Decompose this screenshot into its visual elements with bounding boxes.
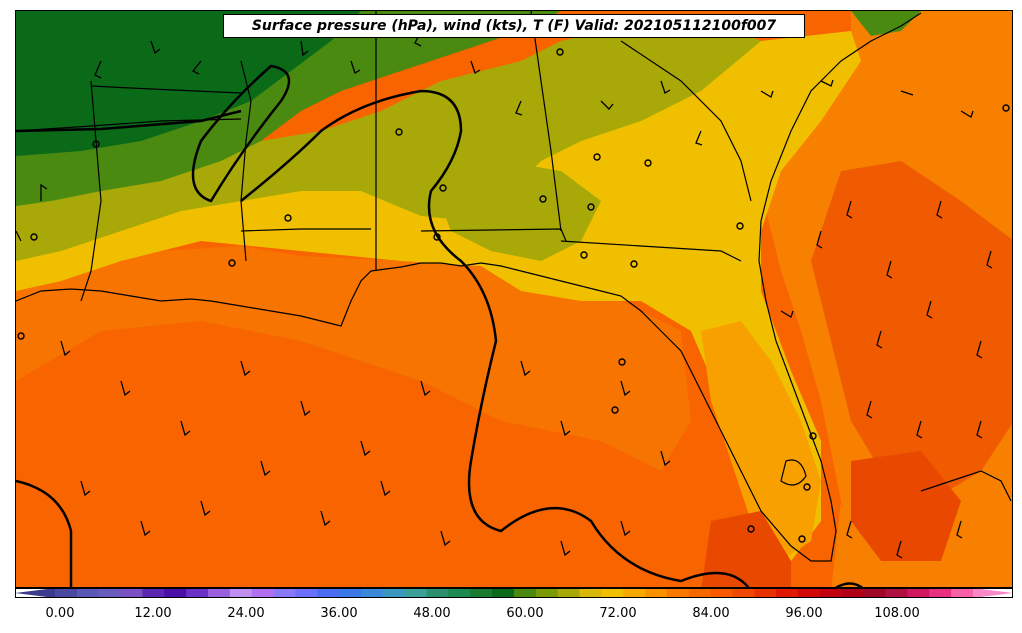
colorbar-tick-label: 108.00 <box>874 606 920 621</box>
colorbar-swatch <box>317 588 340 598</box>
land-darkgreen-zone <box>16 11 361 156</box>
colorbar-swatch <box>229 588 253 598</box>
colorbar-swatches <box>15 588 1013 598</box>
coastlines <box>16 12 1012 562</box>
map-title: Surface pressure (hPa), wind (kts), T (F… <box>223 14 805 38</box>
land-olive-zone <box>16 16 761 261</box>
colorbar-swatch <box>732 588 755 598</box>
atlantic-hot-zone <box>811 161 1012 501</box>
colorbar-swatch <box>820 588 843 598</box>
colorbar-swatch <box>798 588 821 598</box>
colorbar-swatch <box>754 588 777 598</box>
colorbar-extend-high <box>973 588 1013 598</box>
colorbar-tick-label: 0.00 <box>45 606 75 621</box>
gulf-coastal-zone <box>16 246 691 471</box>
colorbar-swatch <box>164 588 187 598</box>
colorbar-swatch <box>120 588 143 598</box>
keys-hot-spot <box>851 451 961 561</box>
colorbar-swatch <box>514 588 537 598</box>
colorbar-swatch <box>601 588 624 598</box>
colorbar-swatch <box>273 588 296 598</box>
colorbar-swatch <box>535 588 559 598</box>
colorbar-swatch <box>688 588 712 598</box>
colorbar-swatch <box>142 588 165 598</box>
colorbar-swatch <box>426 588 449 598</box>
colorbar-tick-label: 96.00 <box>785 606 823 621</box>
gulf-hot-spot <box>701 511 791 587</box>
colorbar-swatch <box>492 588 515 598</box>
ne-green-patch <box>851 11 921 36</box>
colorbar-tick-label: 72.00 <box>599 606 637 621</box>
colorbar-swatch <box>841 588 865 598</box>
colorbar-swatch <box>98 588 122 598</box>
colorbar-swatch <box>929 588 952 598</box>
map-panel <box>15 10 1013 588</box>
colorbar <box>15 588 1013 598</box>
colorbar-swatch <box>76 588 100 598</box>
colorbar-swatch <box>251 588 275 598</box>
colorbar-swatch <box>470 588 493 598</box>
colorbar-tick-label: 84.00 <box>692 606 730 621</box>
colorbar-swatch <box>623 588 646 598</box>
florida-orange-zone <box>701 321 821 561</box>
colorbar-swatch <box>863 588 887 598</box>
colorbar-extend-low <box>15 588 55 598</box>
weather-map <box>16 11 1012 587</box>
colorbar-swatch <box>208 588 231 598</box>
isobars <box>16 64 864 587</box>
colorbar-tick-label: 24.00 <box>227 606 265 621</box>
colorbar-swatch <box>186 588 209 598</box>
colorbar-swatch <box>295 588 318 598</box>
colorbar-swatch <box>448 588 471 598</box>
colorbar-swatch <box>579 588 602 598</box>
colorbar-swatch <box>645 588 668 598</box>
colorbar-swatch <box>667 588 690 598</box>
colorbar-swatch <box>361 588 384 598</box>
colorbar-swatch <box>907 588 930 598</box>
colorbar-swatch <box>55 588 78 598</box>
colorbar-tick-label: 12.00 <box>134 606 172 621</box>
colorbar-swatch <box>382 588 406 598</box>
wind-barbs <box>40 30 993 559</box>
land-yellow-zone <box>16 31 861 561</box>
olive-patch-south <box>431 161 601 261</box>
colorbar-swatch <box>339 588 362 598</box>
colorbar-swatch <box>885 588 908 598</box>
colorbar-swatch <box>776 588 799 598</box>
colorbar-swatch <box>710 588 734 598</box>
state-borders <box>16 11 752 302</box>
colorbar-tick-label: 60.00 <box>506 606 544 621</box>
colorbar-swatch <box>557 588 581 598</box>
colorbar-tick-label: 48.00 <box>413 606 451 621</box>
colorbar-swatch <box>951 588 974 598</box>
colorbar-tick-label: 36.00 <box>320 606 358 621</box>
colorbar-outline <box>15 588 1013 598</box>
colorbar-swatch <box>404 588 428 598</box>
calm-wind-markers <box>17 48 1010 543</box>
